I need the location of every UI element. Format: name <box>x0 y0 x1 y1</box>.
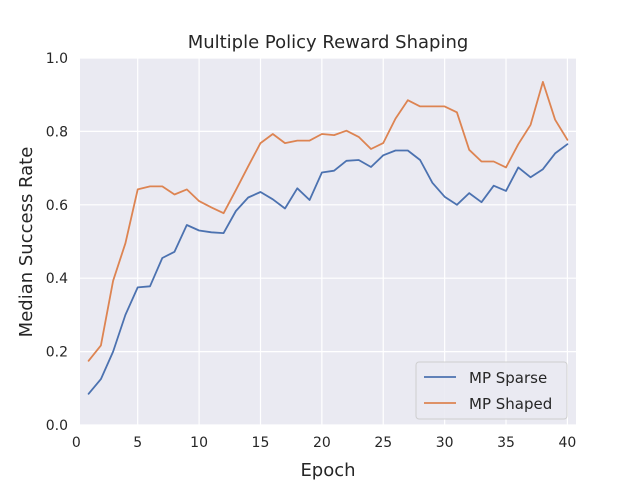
x-tick-label: 25 <box>374 435 392 451</box>
x-tick-label: 30 <box>436 435 454 451</box>
series-lines <box>87 81 569 395</box>
y-tick-label: 1.0 <box>46 51 68 67</box>
y-tick-label: 0.4 <box>46 271 68 287</box>
legend-label-mp-sparse: MP Sparse <box>469 369 547 387</box>
y-tick-label: 0.8 <box>46 124 68 140</box>
x-tick-label: 10 <box>190 435 208 451</box>
series-line-mp-sparse <box>87 143 569 395</box>
series-line-mp-shaped <box>87 81 569 362</box>
y-tick-label: 0.0 <box>46 418 68 434</box>
grid-lines <box>75 57 576 426</box>
x-tick-label: 40 <box>558 435 576 451</box>
x-tick-label: 5 <box>133 435 142 451</box>
chart-title: Multiple Policy Reward Shaping <box>188 32 469 53</box>
x-tick-label: 35 <box>497 435 515 451</box>
legend-label-mp-shaped: MP Shaped <box>469 395 552 413</box>
y-tick-label: 0.6 <box>46 198 68 214</box>
y-axis-label: Median Success Rate <box>16 147 37 338</box>
x-tick-label: 15 <box>252 435 270 451</box>
legend: MP Sparse MP Shaped <box>415 361 568 420</box>
x-tick-labels: 0 5 10 15 20 25 30 35 40 <box>72 435 576 451</box>
x-tick-label: 20 <box>313 435 331 451</box>
y-tick-label: 0.2 <box>46 345 68 361</box>
y-tick-labels: 0.0 0.2 0.4 0.6 0.8 1.0 <box>46 51 68 434</box>
x-axis-label: Epoch <box>300 460 355 480</box>
x-tick-label: 0 <box>72 435 81 451</box>
